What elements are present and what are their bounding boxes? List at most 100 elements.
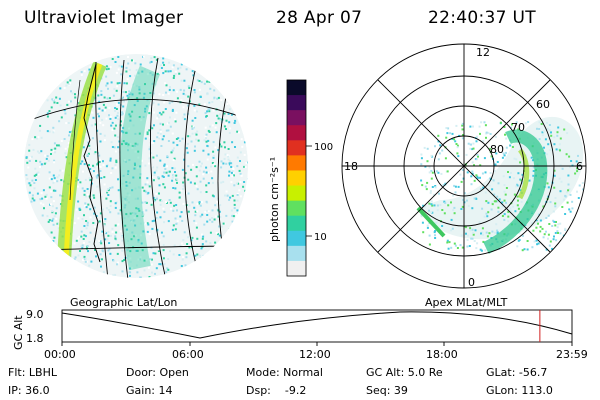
- speckle-pixel: [121, 112, 124, 115]
- speckle-pixel: [217, 96, 220, 99]
- speckle-pixel: [91, 111, 94, 114]
- speckle-pixel: [553, 169, 556, 172]
- speckle-pixel: [454, 185, 457, 188]
- speckle-pixel: [172, 77, 175, 79]
- speckle-pixel: [431, 171, 434, 174]
- speckle-pixel: [77, 200, 80, 203]
- speckle-pixel: [239, 160, 241, 162]
- speckle-pixel: [206, 144, 209, 147]
- speckle-pixel: [170, 207, 172, 210]
- speckle-pixel: [532, 174, 535, 177]
- speckle-pixel: [137, 71, 140, 73]
- speckle-pixel: [481, 207, 484, 210]
- speckle-pixel: [84, 260, 87, 263]
- speckle-pixel: [487, 201, 490, 204]
- speckle-pixel: [524, 122, 527, 125]
- speckle-pixel: [457, 155, 460, 158]
- speckle-pixel: [198, 202, 201, 205]
- speckle-pixel: [94, 249, 96, 251]
- speckle-pixel: [50, 148, 53, 151]
- speckle-pixel: [200, 257, 203, 259]
- speckle-pixel: [476, 154, 479, 156]
- speckle-pixel: [196, 253, 199, 256]
- speckle-pixel: [244, 189, 247, 192]
- speckle-pixel: [185, 147, 188, 150]
- speckle-pixel: [108, 242, 111, 245]
- speckle-pixel: [156, 117, 159, 120]
- speckle-pixel: [45, 157, 48, 160]
- speckle-pixel: [95, 255, 97, 258]
- speckle-pixel: [100, 177, 103, 179]
- speckle-pixel: [104, 238, 107, 241]
- speckle-pixel: [505, 201, 507, 204]
- speckle-pixel: [128, 181, 131, 184]
- speckle-pixel: [48, 186, 51, 189]
- speckle-pixel: [568, 188, 571, 191]
- speckle-pixel: [485, 131, 488, 134]
- speckle-pixel: [558, 143, 561, 146]
- speckle-pixel: [441, 209, 444, 211]
- speckle-pixel: [516, 184, 519, 187]
- speckle-pixel: [186, 243, 189, 245]
- speckle-pixel: [517, 128, 520, 131]
- speckle-pixel: [83, 225, 86, 227]
- speckle-pixel: [477, 155, 479, 158]
- xtick-1800: 18:00: [426, 348, 458, 361]
- speckle-pixel: [193, 104, 196, 107]
- speckle-pixel: [48, 177, 51, 180]
- speckle-pixel: [202, 177, 205, 180]
- speckle-pixel: [152, 101, 155, 104]
- speckle-pixel: [133, 104, 136, 107]
- speckle-pixel: [141, 201, 144, 204]
- speckle-pixel: [80, 71, 83, 73]
- speckle-pixel: [89, 178, 92, 181]
- speckle-pixel: [205, 133, 208, 136]
- speckle-pixel: [25, 156, 28, 159]
- speckle-pixel: [198, 80, 201, 82]
- speckle-pixel: [182, 92, 185, 95]
- speckle-pixel: [93, 212, 96, 215]
- speckle-pixel: [461, 128, 464, 131]
- colorbar-segment: [287, 230, 306, 247]
- mlat-label-60: 60: [536, 98, 550, 111]
- speckle-pixel: [471, 228, 474, 231]
- speckle-pixel: [88, 241, 91, 243]
- speckle-pixel: [512, 177, 515, 180]
- polar-oval-band: [483, 129, 548, 254]
- speckle-pixel: [174, 70, 177, 73]
- speckle-pixel: [559, 222, 562, 225]
- speckle-pixel: [230, 209, 233, 212]
- speckle-pixel: [144, 183, 147, 186]
- speckle-pixel: [501, 156, 504, 159]
- speckle-pixel: [421, 184, 424, 187]
- speckle-pixel: [483, 121, 486, 124]
- speckle-pixel: [125, 143, 128, 145]
- speckle-pixel: [232, 168, 235, 171]
- speckle-pixel: [545, 217, 548, 219]
- speckle-pixel: [461, 205, 464, 208]
- speckle-pixel: [490, 155, 493, 158]
- speckle-pixel: [82, 238, 85, 240]
- speckle-pixel: [105, 84, 108, 87]
- speckle-pixel: [120, 65, 123, 68]
- speckle-pixel: [126, 192, 129, 195]
- speckle-pixel: [104, 220, 107, 222]
- speckle-pixel: [106, 190, 109, 193]
- speckle-pixel: [460, 180, 463, 183]
- speckle-pixel: [214, 165, 217, 168]
- speckle-pixel: [193, 149, 196, 152]
- speckle-pixel: [535, 239, 538, 242]
- speckle-pixel: [63, 109, 66, 112]
- speckle-pixel: [447, 204, 450, 207]
- speckle-pixel: [421, 221, 424, 224]
- speckle-pixel: [160, 67, 163, 69]
- speckle-pixel: [109, 252, 112, 255]
- speckle-pixel: [138, 88, 141, 91]
- speckle-pixel: [103, 183, 106, 186]
- speckle-pixel: [123, 206, 126, 209]
- speckle-pixel: [135, 249, 138, 252]
- speckle-pixel: [148, 185, 151, 188]
- speckle-pixel: [60, 140, 63, 142]
- speckle-pixel: [98, 158, 101, 161]
- speckle-pixel: [430, 154, 433, 157]
